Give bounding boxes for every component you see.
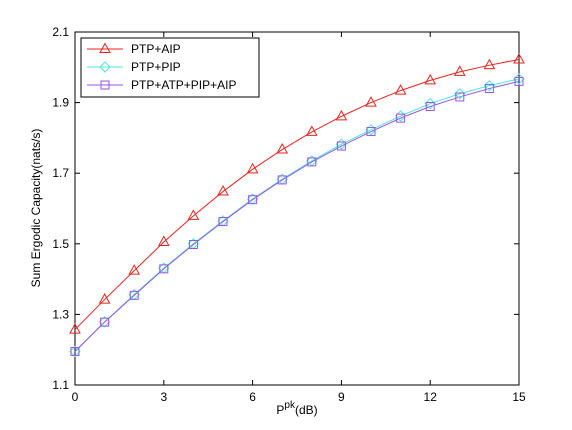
series-3-point (188, 240, 198, 250)
series-1-point (69, 323, 81, 334)
series-1-point (424, 73, 437, 85)
y-tick-label: 1.9 (52, 96, 69, 110)
legend-marker-1 (99, 42, 111, 53)
series-3-point (336, 141, 346, 151)
series-1-point (187, 209, 200, 220)
x-tick-label: 0 (72, 390, 79, 404)
legend-marker-2 (99, 61, 111, 73)
series-3-point (455, 92, 465, 102)
series-line-3 (74, 80, 520, 352)
axis-ticks: 0 3 6 9 12 15 1.1 1.3 1.5 1.7 1.9 2.1 (52, 25, 526, 404)
y-axis-label: Sum Ergodic Capacity(nats/s) (29, 129, 43, 288)
series-3-point (70, 346, 80, 356)
legend-marker-3 (100, 80, 110, 90)
series-line-2 (74, 78, 520, 352)
legend-label-2: PTP+PIP (131, 60, 181, 74)
series-1-point (453, 65, 466, 76)
series-2-point (98, 316, 111, 328)
y-tick-label: 1.3 (52, 307, 69, 321)
series-2-point (335, 138, 348, 150)
x-axis-label-superscript: pk (284, 400, 296, 411)
x-axis-label-base: P (276, 403, 284, 417)
x-axis-label: Ppk(dB) (276, 400, 317, 417)
x-axis-label-suffix: (dB) (295, 403, 318, 417)
series-2-point (69, 345, 81, 358)
series-3-point (514, 76, 524, 86)
series-1-point (483, 58, 496, 70)
series-3-point (396, 113, 406, 123)
legend-label-3: PTP+ATP+PIP+AIP (131, 78, 237, 92)
series-3-point (100, 317, 110, 327)
series-3-point (307, 157, 317, 167)
series-1-point (305, 125, 318, 136)
series-lines (74, 59, 520, 352)
series-1-point (335, 109, 348, 121)
x-tick-label: 15 (512, 390, 526, 404)
series-3-point (366, 127, 376, 137)
series-line-1 (74, 59, 520, 330)
series-1-point (217, 185, 229, 196)
legend-items: PTP+AIP PTP+PIP PTP+ATP+PIP+AIP (87, 42, 237, 92)
series-3-point (277, 175, 287, 185)
series-3-point (248, 195, 258, 205)
series-1-point (365, 96, 377, 107)
y-tick-label: 1.7 (52, 166, 69, 180)
series-1-point (157, 235, 170, 247)
series-3-point (425, 101, 435, 111)
series-3-point (129, 290, 139, 300)
series-1-point (246, 162, 259, 174)
series-1-point (128, 264, 141, 275)
series-3-point (218, 217, 228, 227)
legend: PTP+AIP PTP+PIP PTP+ATP+PIP+AIP (80, 37, 260, 98)
x-tick-label: 9 (338, 390, 345, 404)
series-2-point (365, 124, 377, 136)
legend-label-1: PTP+AIP (131, 42, 181, 56)
y-tick-label: 1.5 (52, 237, 69, 251)
y-tick-label: 1.1 (52, 378, 69, 392)
series-3-point (484, 83, 494, 93)
series-1-point (513, 53, 525, 64)
series-1-point (98, 293, 111, 304)
y-tick-label: 2.1 (52, 25, 69, 39)
x-tick-label: 6 (249, 390, 256, 404)
series-3-point (159, 264, 169, 274)
x-tick-label: 12 (424, 390, 438, 404)
series-1-point (276, 143, 289, 154)
series-markers (69, 53, 525, 358)
x-tick-label: 3 (160, 390, 167, 404)
series-2-point (454, 88, 466, 100)
series-1-point (394, 84, 407, 95)
